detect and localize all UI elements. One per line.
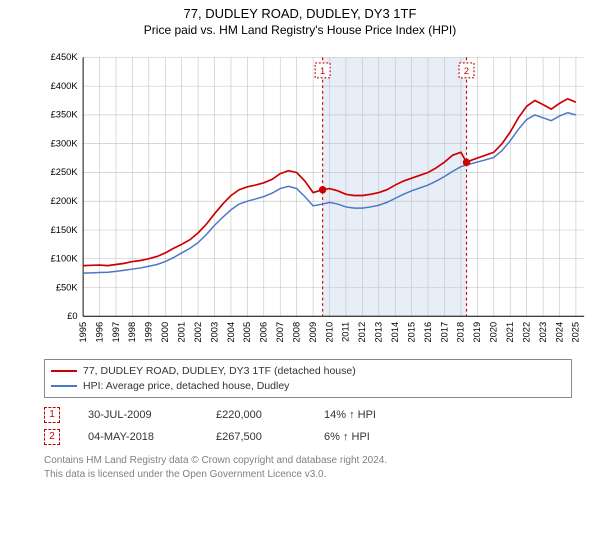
- svg-text:£150K: £150K: [51, 225, 79, 235]
- svg-text:2004: 2004: [226, 322, 236, 343]
- svg-text:2021: 2021: [505, 322, 515, 343]
- sale-delta: 14% ↑ HPI: [324, 409, 376, 421]
- svg-text:2025: 2025: [571, 322, 581, 343]
- svg-text:2018: 2018: [456, 322, 466, 343]
- sale-price: £267,500: [216, 431, 296, 443]
- chart-area: £0 £50K £100K £150K £200K £250K £300K £350K £400…: [44, 43, 586, 353]
- svg-text:£400K: £400K: [51, 81, 79, 91]
- svg-text:2006: 2006: [259, 322, 269, 343]
- legend-label: HPI: Average price, detached house, Dudl…: [83, 379, 289, 394]
- svg-text:1995: 1995: [78, 322, 88, 343]
- svg-text:2023: 2023: [538, 322, 548, 343]
- svg-text:1996: 1996: [94, 322, 104, 343]
- svg-text:£250K: £250K: [51, 167, 79, 177]
- legend-label: 77, DUDLEY ROAD, DUDLEY, DY3 1TF (detach…: [83, 364, 356, 379]
- svg-text:2024: 2024: [554, 322, 564, 343]
- sale-date: 04-MAY-2018: [88, 431, 188, 443]
- svg-text:2011: 2011: [341, 322, 351, 342]
- svg-text:£0: £0: [67, 311, 77, 321]
- sale-row: 2 04-MAY-2018 £267,500 6% ↑ HPI: [44, 426, 572, 448]
- svg-text:2001: 2001: [176, 322, 186, 343]
- legend-swatch: [51, 385, 77, 387]
- svg-text:2: 2: [464, 66, 469, 76]
- chart-container: 77, DUDLEY ROAD, DUDLEY, DY3 1TF Price p…: [0, 0, 600, 560]
- svg-text:2017: 2017: [439, 322, 449, 343]
- sale-marker-box: 2: [44, 429, 60, 445]
- svg-text:2002: 2002: [193, 322, 203, 343]
- svg-text:1997: 1997: [111, 322, 121, 343]
- svg-text:£50K: £50K: [56, 282, 79, 292]
- svg-text:£300K: £300K: [51, 138, 79, 148]
- sale-marker-box: 1: [44, 407, 60, 423]
- svg-text:2000: 2000: [160, 322, 170, 343]
- svg-text:£350K: £350K: [51, 110, 79, 120]
- svg-text:2020: 2020: [489, 322, 499, 343]
- svg-text:2009: 2009: [308, 322, 318, 343]
- footnote-line: This data is licensed under the Open Gov…: [44, 468, 572, 482]
- sale-delta: 6% ↑ HPI: [324, 431, 370, 443]
- svg-text:2016: 2016: [423, 322, 433, 343]
- svg-text:2007: 2007: [275, 322, 285, 343]
- chart-subtitle: Price paid vs. HM Land Registry's House …: [0, 21, 600, 43]
- svg-text:2012: 2012: [357, 322, 367, 343]
- legend-swatch: [51, 370, 77, 372]
- svg-text:2013: 2013: [374, 322, 384, 343]
- svg-text:1: 1: [320, 66, 325, 76]
- svg-text:2014: 2014: [390, 322, 400, 343]
- line-chart-svg: £0 £50K £100K £150K £200K £250K £300K £350K £400…: [44, 43, 586, 353]
- svg-text:2015: 2015: [406, 322, 416, 343]
- footnote-line: Contains HM Land Registry data © Crown c…: [44, 454, 572, 468]
- svg-text:£200K: £200K: [51, 196, 79, 206]
- legend-item: 77, DUDLEY ROAD, DUDLEY, DY3 1TF (detach…: [51, 364, 565, 379]
- svg-text:2019: 2019: [472, 322, 482, 343]
- sale-date: 30-JUL-2009: [88, 409, 188, 421]
- legend-item: HPI: Average price, detached house, Dudl…: [51, 379, 565, 394]
- svg-text:£100K: £100K: [51, 254, 79, 264]
- svg-text:1999: 1999: [144, 322, 154, 343]
- svg-text:2010: 2010: [324, 322, 334, 343]
- svg-text:2008: 2008: [291, 322, 301, 343]
- sale-price: £220,000: [216, 409, 296, 421]
- sale-row: 1 30-JUL-2009 £220,000 14% ↑ HPI: [44, 404, 572, 426]
- chart-title: 77, DUDLEY ROAD, DUDLEY, DY3 1TF: [0, 0, 600, 21]
- footnote: Contains HM Land Registry data © Crown c…: [44, 454, 572, 481]
- svg-text:2022: 2022: [521, 322, 531, 343]
- legend: 77, DUDLEY ROAD, DUDLEY, DY3 1TF (detach…: [44, 359, 572, 398]
- svg-text:1998: 1998: [127, 322, 137, 343]
- sales-table: 1 30-JUL-2009 £220,000 14% ↑ HPI 2 04-MA…: [44, 404, 572, 448]
- svg-text:2005: 2005: [242, 322, 252, 343]
- svg-text:2003: 2003: [209, 322, 219, 343]
- svg-text:£450K: £450K: [51, 52, 79, 62]
